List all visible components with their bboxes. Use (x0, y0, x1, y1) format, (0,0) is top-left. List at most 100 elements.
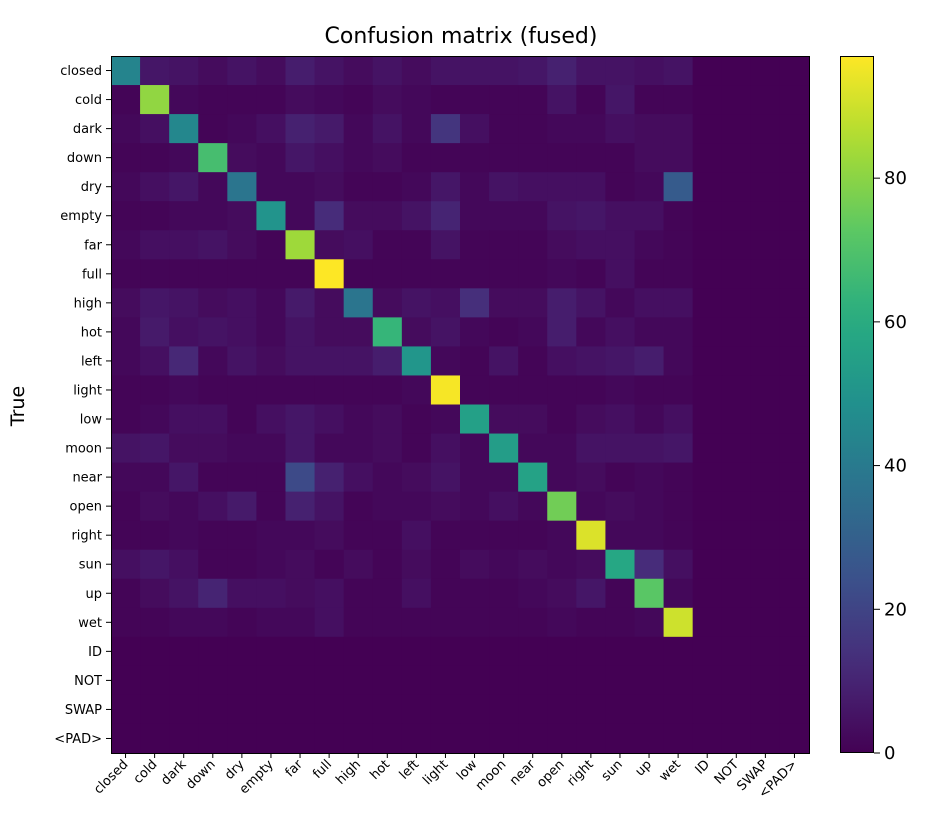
heatmap-cell (605, 259, 636, 289)
y-tick-label: light (73, 383, 102, 398)
heatmap-cell (343, 694, 374, 725)
heatmap-cell (140, 288, 170, 318)
heatmap-cell (256, 491, 287, 522)
heatmap-cell (198, 346, 228, 377)
heatmap-cell (634, 462, 665, 493)
x-tick-label: high (333, 757, 364, 788)
heatmap-cell (489, 607, 519, 638)
heatmap-cell (111, 578, 141, 609)
heatmap-cell (518, 201, 548, 231)
heatmap-cell (489, 346, 519, 377)
heatmap-cell (372, 288, 403, 318)
heatmap-cell (692, 607, 723, 638)
heatmap-cell (605, 636, 636, 667)
heatmap-cell (460, 549, 490, 580)
heatmap-cell (372, 230, 403, 260)
heatmap-cell (489, 491, 519, 522)
heatmap-cell (634, 172, 665, 202)
heatmap-cell (401, 665, 432, 696)
heatmap-cell (111, 317, 141, 348)
x-tick-label: moon (473, 757, 510, 794)
heatmap-cell (547, 85, 577, 115)
heatmap-cell (634, 636, 665, 667)
heatmap-cell (605, 404, 636, 435)
heatmap-cell (372, 56, 403, 86)
heatmap-cell (111, 520, 141, 551)
heatmap-cell (198, 288, 228, 318)
heatmap-cell (401, 462, 432, 493)
heatmap-cell (343, 636, 374, 667)
heatmap-cell (576, 520, 607, 551)
y-tick-label: closed (60, 64, 102, 79)
heatmap-cell (111, 375, 141, 406)
y-tick-label: far (84, 238, 103, 253)
heatmap-cell (692, 143, 723, 173)
heatmap-cell (547, 56, 577, 86)
heatmap-cell (314, 114, 345, 144)
x-tick-label: left (397, 757, 423, 783)
y-tick-label: cold (75, 93, 102, 108)
heatmap-cell (547, 288, 577, 318)
heatmap-cell (401, 491, 432, 522)
heatmap-cell (547, 201, 577, 231)
heatmap-cell (779, 375, 810, 406)
heatmap-cell (721, 288, 752, 318)
heatmap-cell (372, 172, 403, 202)
heatmap-cell (169, 520, 199, 551)
heatmap-cell (372, 491, 403, 522)
heatmap-cell (140, 85, 170, 115)
heatmap-cell (256, 665, 287, 696)
heatmap-cell (779, 288, 810, 318)
heatmap-cell (750, 578, 781, 609)
heatmap-cell (605, 665, 636, 696)
heatmap-cell (314, 607, 345, 638)
heatmap-cell (547, 694, 577, 725)
heatmap-cell (576, 578, 607, 609)
heatmap-cell (430, 549, 461, 580)
heatmap-cell (634, 665, 665, 696)
heatmap-cell (779, 549, 810, 580)
heatmap-cell (227, 230, 258, 260)
y-tick-label: dark (73, 122, 103, 137)
heatmap-cell (198, 665, 228, 696)
heatmap-cell (721, 433, 752, 464)
heatmap-cell (576, 85, 607, 115)
heatmap-cell (227, 549, 258, 580)
heatmap-cell (314, 317, 345, 348)
heatmap-cell (169, 694, 199, 725)
heatmap-cell (343, 433, 374, 464)
heatmap-cell (460, 346, 490, 377)
heatmap-cell (111, 462, 141, 493)
heatmap-cell (227, 201, 258, 231)
heatmap-cell (285, 404, 316, 435)
heatmap-cell (547, 462, 577, 493)
heatmap-cell (372, 201, 403, 231)
heatmap-cell (111, 288, 141, 318)
heatmap-cell (285, 230, 316, 260)
heatmap-cell (256, 259, 287, 289)
heatmap-cell (343, 230, 374, 260)
y-tick-label: left (81, 354, 102, 369)
heatmap-cell (343, 404, 374, 435)
heatmap-cell (634, 114, 665, 144)
heatmap-cell (198, 549, 228, 580)
heatmap-cell (430, 607, 461, 638)
heatmap-cell (634, 230, 665, 260)
heatmap-cell (111, 172, 141, 202)
heatmap-cell (227, 665, 258, 696)
y-tick-label: full (82, 267, 102, 282)
heatmap-cell (401, 607, 432, 638)
heatmap-cell (576, 433, 607, 464)
heatmap-cell (489, 172, 519, 202)
heatmap-cell (372, 375, 403, 406)
heatmap-cell (750, 317, 781, 348)
heatmap-cell (547, 549, 577, 580)
heatmap-cell (227, 462, 258, 493)
heatmap-cell (372, 346, 403, 377)
heatmap-cell (111, 114, 141, 144)
y-tick-label: ID (88, 645, 102, 660)
heatmap-cell (314, 578, 345, 609)
heatmap-cell (430, 346, 461, 377)
heatmap-cell (430, 143, 461, 173)
